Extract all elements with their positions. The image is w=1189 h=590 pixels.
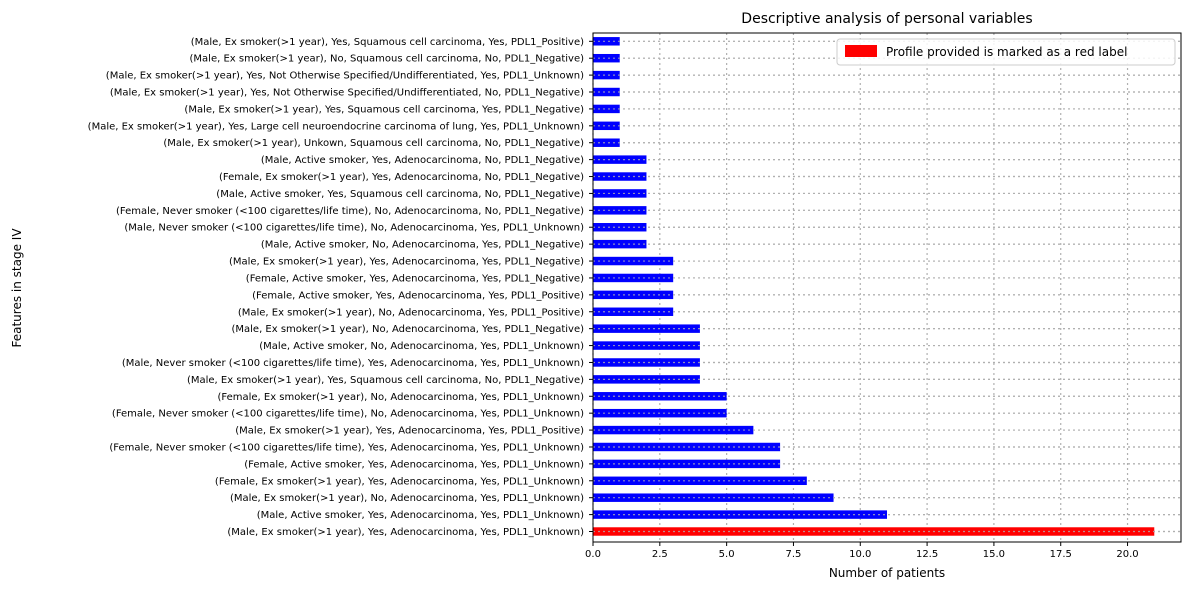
category-label: (Male, Ex smoker(>1 year), Yes, Adenocar… xyxy=(227,527,584,538)
category-label: (Male, Active smoker, No, Adenocarcinoma… xyxy=(259,341,584,352)
x-tick-label: 17.5 xyxy=(1050,549,1072,560)
bar xyxy=(593,324,700,333)
bar xyxy=(593,341,700,350)
x-tick-label: 7.5 xyxy=(786,549,802,560)
category-label: (Male, Ex smoker(>1 year), No, Adenocarc… xyxy=(230,493,584,504)
x-axis-label: Number of patients xyxy=(829,566,945,580)
legend-label: Profile provided is marked as a red labe… xyxy=(886,45,1127,59)
bar xyxy=(593,358,700,367)
x-tick-label: 10.0 xyxy=(849,549,871,560)
legend-swatch xyxy=(845,45,877,57)
category-label: (Female, Never smoker (<100 cigarettes/l… xyxy=(112,409,584,420)
category-label: (Female, Ex smoker(>1 year), Yes, Adenoc… xyxy=(219,172,584,183)
y-axis: (Male, Ex smoker(>1 year), Yes, Adenocar… xyxy=(88,37,593,538)
x-tick-label: 20.0 xyxy=(1116,549,1138,560)
category-label: (Male, Ex smoker(>1 year), Unkown, Squam… xyxy=(163,138,584,149)
bar xyxy=(593,37,620,46)
x-tick-label: 5.0 xyxy=(719,549,735,560)
category-label: (Female, Ex smoker(>1 year), No, Adenoca… xyxy=(217,392,584,403)
x-axis: 0.0 2.5 5.0 7.5 10.0 12.5 15.0 17.5 20.0 xyxy=(585,542,1139,560)
category-label: (Male, Ex smoker(>1 year), Yes, Large ce… xyxy=(88,121,584,132)
category-label: (Male, Never smoker (<100 cigarettes/lif… xyxy=(122,358,584,369)
category-label: (Male, Ex smoker(>1 year), Yes, Not Othe… xyxy=(106,71,584,82)
grid-overlay xyxy=(593,40,1181,533)
bar xyxy=(593,70,620,80)
category-label: (Male, Ex smoker(>1 year), Yes, Squamous… xyxy=(191,37,584,48)
bar xyxy=(593,442,781,452)
bar xyxy=(593,375,700,384)
category-label: (Male, Ex smoker(>1 year), No, Adenocarc… xyxy=(231,324,584,335)
category-label: (Male, Ex smoker(>1 year), Yes, Adenocar… xyxy=(229,257,584,268)
plot-frame xyxy=(592,32,1182,543)
category-label: (Male, Ex smoker(>1 year), No, Adenocarc… xyxy=(238,307,584,318)
legend: Profile provided is marked as a red labe… xyxy=(836,38,1176,66)
category-label: (Female, Never smoker (<100 cigarettes/l… xyxy=(116,206,584,217)
bar xyxy=(593,104,620,114)
category-label: (Male, Ex smoker(>1 year), No, Squamous … xyxy=(190,54,585,65)
x-tick-label: 0.0 xyxy=(585,549,601,560)
category-label: (Female, Active smoker, Yes, Adenocarcin… xyxy=(244,459,584,470)
legend-box xyxy=(836,38,1176,66)
bar xyxy=(593,121,620,131)
category-label: (Male, Active smoker, Yes, Squamous cell… xyxy=(216,189,584,200)
bar-layer xyxy=(593,37,1155,536)
category-label: (Male, Ex smoker(>1 year), Yes, Not Othe… xyxy=(110,88,584,99)
category-label: (Female, Active smoker, Yes, Adenocarcin… xyxy=(252,290,584,301)
category-label: (Female, Ex smoker(>1 year), Yes, Adenoc… xyxy=(215,476,584,487)
category-label: (Male, Active smoker, No, Adenocarcinoma… xyxy=(261,240,584,251)
category-label: (Male, Active smoker, Yes, Adenocarcinom… xyxy=(257,510,584,521)
bar xyxy=(593,459,781,469)
category-label: (Male, Never smoker (<100 cigarettes/lif… xyxy=(124,223,584,234)
bar xyxy=(593,87,620,97)
x-tick-label: 12.5 xyxy=(916,549,938,560)
category-label: (Female, Active smoker, Yes, Adenocarcin… xyxy=(246,273,584,284)
chart-title: Descriptive analysis of personal variabl… xyxy=(741,11,1032,27)
bar xyxy=(593,53,620,63)
bar xyxy=(593,138,620,147)
category-label: (Male, Ex smoker(>1 year), Yes, Squamous… xyxy=(187,375,584,386)
x-tick-label: 15.0 xyxy=(983,549,1005,560)
x-tick-label: 2.5 xyxy=(652,549,668,560)
category-label: (Male, Active smoker, Yes, Adenocarcinom… xyxy=(261,155,584,166)
category-label: (Female, Never smoker (<100 cigarettes/l… xyxy=(109,442,584,453)
y-axis-label: Features in stage IV xyxy=(10,228,24,348)
category-label: (Male, Ex smoker(>1 year), Yes, Squamous… xyxy=(184,104,584,115)
category-label: (Male, Ex smoker(>1 year), Yes, Adenocar… xyxy=(235,426,584,437)
